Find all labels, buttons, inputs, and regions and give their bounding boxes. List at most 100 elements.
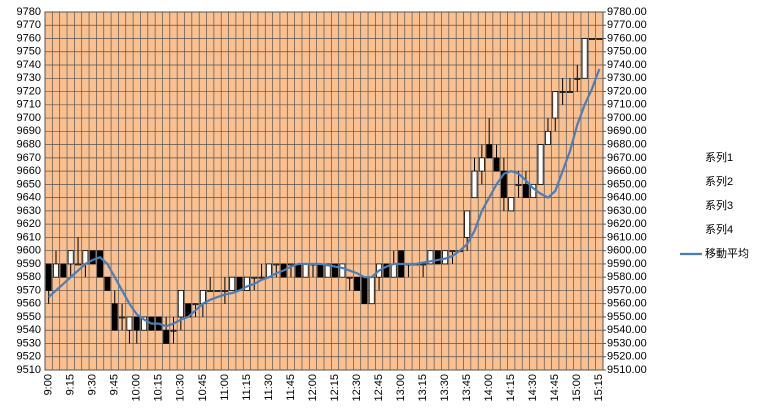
candle-body bbox=[486, 144, 493, 159]
y-tick-label: 9510 bbox=[17, 364, 41, 376]
x-tick-label: 12:45 bbox=[373, 374, 385, 402]
x-tick-label: 14:45 bbox=[549, 374, 561, 402]
candle-body bbox=[339, 263, 346, 278]
y2-tick-label: 9760.00 bbox=[607, 32, 647, 44]
candle-body bbox=[420, 263, 427, 266]
candle-body bbox=[221, 290, 228, 292]
y2-tick-label: 9520.00 bbox=[607, 351, 647, 363]
y2-tick-label: 9780.00 bbox=[607, 6, 647, 18]
candle-body bbox=[97, 250, 104, 278]
candle-body bbox=[324, 263, 331, 278]
candle-body bbox=[508, 197, 515, 212]
candle-body bbox=[214, 290, 221, 292]
candle-body bbox=[390, 263, 397, 278]
candle-body bbox=[515, 183, 522, 186]
y-tick-label: 9720 bbox=[17, 85, 41, 97]
x-tick-label: 11:30 bbox=[263, 374, 275, 401]
y-tick-label: 9680 bbox=[17, 138, 41, 150]
y-tick-label: 9610 bbox=[17, 231, 41, 243]
y2-tick-label: 9700.00 bbox=[607, 112, 647, 124]
candle-body bbox=[67, 250, 74, 265]
y-tick-label: 9600 bbox=[17, 245, 41, 257]
x-tick-label: 10:30 bbox=[175, 374, 187, 402]
x-tick-label: 9:30 bbox=[87, 374, 99, 395]
y-tick-label: 9770 bbox=[17, 19, 41, 31]
x-tick-label: 11:15 bbox=[241, 374, 253, 401]
moving-average-line bbox=[47, 68, 601, 328]
candle-body bbox=[163, 329, 170, 344]
candle-body bbox=[133, 316, 140, 331]
y2-tick-label: 9690.00 bbox=[607, 125, 647, 137]
candle-body bbox=[317, 263, 324, 278]
candle-body bbox=[500, 170, 507, 199]
y-tick-label: 9730 bbox=[17, 72, 41, 84]
y2-tick-label: 9600.00 bbox=[607, 245, 647, 257]
x-tick-label: 10:15 bbox=[153, 374, 165, 402]
candle-body bbox=[581, 38, 588, 79]
y-tick-label: 9750 bbox=[17, 46, 41, 58]
candle-body bbox=[53, 263, 59, 278]
y-tick-label: 9540 bbox=[17, 324, 41, 336]
legend-label: 移動平均 bbox=[705, 246, 749, 260]
candle-body bbox=[464, 210, 471, 238]
candle-body bbox=[104, 276, 111, 291]
y2-tick-label: 9680.00 bbox=[607, 138, 647, 150]
x-tick-label: 10:45 bbox=[197, 374, 209, 402]
candle-body bbox=[427, 250, 434, 265]
y2-tick-label: 9730.00 bbox=[607, 72, 647, 84]
y-tick-label: 9780 bbox=[17, 6, 41, 18]
y2-tick-label: 9750.00 bbox=[607, 46, 647, 58]
plot-border bbox=[44, 11, 604, 371]
y-tick-label: 9660 bbox=[17, 165, 41, 177]
y-tick-label: 9520 bbox=[17, 351, 41, 363]
candle-body bbox=[361, 276, 368, 305]
candle-body bbox=[258, 276, 265, 279]
y2-tick-label: 9710.00 bbox=[607, 99, 647, 111]
y2-tick-label: 9640.00 bbox=[607, 192, 647, 204]
x-tick-label: 9:15 bbox=[65, 374, 77, 395]
y-tick-label: 9620 bbox=[17, 218, 41, 230]
x-tick-label: 12:15 bbox=[329, 374, 341, 402]
candle-body bbox=[434, 250, 441, 265]
candle-body bbox=[141, 316, 148, 331]
candle-body bbox=[207, 290, 214, 292]
x-tick-label: 12:00 bbox=[307, 374, 319, 402]
legend-label: 系列3 bbox=[705, 198, 733, 212]
candle-body bbox=[589, 38, 595, 40]
y2-tick-label: 9740.00 bbox=[607, 59, 647, 71]
candle-body bbox=[559, 91, 566, 93]
y2-tick-label: 9550.00 bbox=[607, 311, 647, 323]
candle-body bbox=[251, 276, 258, 279]
candle-body bbox=[522, 183, 529, 199]
candle-body bbox=[566, 91, 573, 93]
x-tick-label: 10:00 bbox=[131, 374, 143, 402]
candle-body bbox=[45, 263, 52, 291]
candle-body bbox=[354, 276, 361, 291]
y2-tick-label: 9590.00 bbox=[607, 258, 647, 270]
candle-body bbox=[302, 263, 309, 278]
candle-body bbox=[287, 263, 294, 266]
y2-tick-label: 9770.00 bbox=[607, 19, 647, 31]
y2-tick-label: 9670.00 bbox=[607, 152, 647, 164]
y-tick-label: 9650 bbox=[17, 178, 41, 190]
y2-tick-label: 9530.00 bbox=[607, 337, 647, 349]
legend-label: 系列4 bbox=[705, 222, 733, 236]
candle-body bbox=[332, 263, 338, 278]
candle-body bbox=[170, 329, 177, 332]
candle-body bbox=[75, 263, 82, 266]
x-tick-label: 13:30 bbox=[439, 374, 451, 402]
x-tick-label: 15:00 bbox=[571, 374, 583, 402]
candle-body bbox=[596, 38, 603, 40]
x-tick-label: 14:00 bbox=[483, 374, 495, 402]
candle-body bbox=[192, 303, 199, 306]
candle-body bbox=[295, 263, 302, 278]
candle-body bbox=[449, 250, 456, 253]
x-tick-label: 9:45 bbox=[109, 374, 121, 395]
candle-body bbox=[177, 290, 184, 318]
x-tick-label: 13:00 bbox=[395, 374, 407, 402]
y2-tick-label: 9540.00 bbox=[607, 324, 647, 336]
candle-body bbox=[574, 77, 581, 80]
y2-tick-label: 9620.00 bbox=[607, 218, 647, 230]
candle-body bbox=[111, 303, 118, 331]
candle-body bbox=[243, 276, 250, 291]
